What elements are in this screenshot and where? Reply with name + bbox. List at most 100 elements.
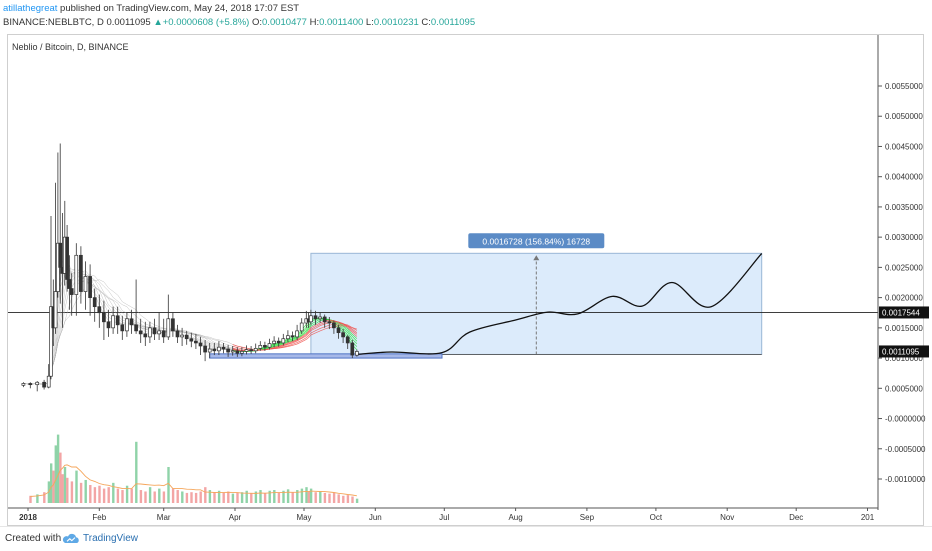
volume-bar (171, 488, 175, 503)
y-tick-label: -0.0010000 (885, 475, 926, 484)
volume-bar (79, 482, 83, 503)
candle-body (286, 335, 290, 340)
volume-bar (250, 492, 253, 503)
support-zone (209, 353, 443, 359)
candle-body (42, 381, 46, 388)
ma-line-gray (23, 268, 252, 385)
x-tick-label: Feb (92, 513, 106, 522)
candle-body (230, 350, 235, 353)
x-tick-label: Apr (229, 513, 242, 522)
price-label-text: 0.0011095 (882, 347, 920, 356)
measure-label-text: 0.0016728 (156.84%) 16728 (482, 236, 590, 246)
open-label: O: (251, 17, 263, 28)
candles-layer (21, 143, 359, 392)
volume-bar (56, 434, 60, 503)
volume-bar (112, 482, 115, 503)
candle-body (129, 318, 134, 326)
volume-bar (167, 467, 170, 503)
low-value: 0.0010231 (373, 17, 419, 28)
y-tick-label: 0.0050000 (885, 112, 923, 121)
candle-body (295, 330, 299, 338)
projection-path (356, 253, 763, 356)
candle-body (290, 335, 295, 338)
author-link[interactable]: atillathegreat (3, 3, 58, 14)
y-tick-label: 0.0030000 (885, 233, 923, 242)
volume-bar (319, 491, 322, 503)
volume-bar (259, 490, 262, 503)
volume-bar (185, 492, 189, 503)
volume-bar (66, 477, 69, 503)
candle-body (102, 312, 106, 323)
x-tick-label: Mar (157, 513, 171, 522)
ohlc-line: BINANCE:NEBLBTC, D 0.0011095 ▲+0.0000608… (3, 17, 475, 28)
candle-body (21, 383, 26, 386)
volume-bar (50, 463, 53, 503)
candle-body (235, 350, 240, 354)
volume-bar (199, 491, 202, 503)
candle-body (115, 315, 120, 326)
volume-bar (130, 488, 133, 503)
publish-line: atillathegreat published on TradingView.… (3, 3, 299, 14)
candle-body (88, 276, 92, 298)
volume-bar (217, 490, 221, 503)
volume-bar (245, 490, 248, 503)
candle-body (125, 318, 129, 332)
candle-body (67, 279, 72, 289)
y-tick-label: 0.0020000 (885, 294, 923, 303)
tradingview-brand[interactable]: TradingView (83, 533, 139, 544)
volume-bar (346, 495, 350, 503)
ma-line-gray (23, 279, 252, 385)
ma-line-gray (23, 269, 252, 385)
candle-body (92, 297, 97, 308)
volume-bar (116, 488, 120, 503)
volume-bar (291, 492, 294, 503)
volume-bar (125, 485, 129, 503)
volume-bar (314, 492, 317, 503)
open-value: 0.0010477 (262, 17, 307, 28)
y-tick-label: -0.0000000 (885, 415, 926, 424)
candle-body (83, 276, 88, 292)
high-value: 0.0011400 (319, 17, 364, 28)
close-value: 0.0011095 (106, 17, 151, 28)
candle-body (35, 381, 40, 386)
y-tick-label: 0.0055000 (885, 82, 923, 91)
volume-bar (351, 496, 354, 503)
volume-bar (59, 452, 62, 503)
y-tick-label: 0.0045000 (885, 142, 923, 151)
candle-body (345, 336, 350, 344)
candle-body (249, 349, 253, 352)
y-tick-label: -0.0005000 (885, 445, 926, 454)
candle-body (161, 330, 166, 338)
y-tick-label: 0.0010000 (885, 354, 923, 363)
candle-body (226, 348, 230, 353)
candle-body (143, 333, 148, 338)
volume-bar (332, 492, 336, 503)
candle-body (152, 327, 157, 335)
volume-bar (139, 490, 143, 503)
candle-body (175, 330, 180, 338)
candle-body (322, 316, 327, 323)
measure-label: 0.0016728 (156.84%) 16728 (468, 233, 605, 249)
candle-body (276, 340, 281, 344)
candle-body (171, 318, 175, 332)
ma-line-gray (23, 267, 252, 385)
candle-body (49, 306, 53, 377)
price-label-text: 0.0017544 (882, 308, 920, 317)
volume-bar (36, 494, 39, 503)
candle-body (267, 343, 272, 348)
candle-body (198, 342, 203, 347)
volume-bar (263, 492, 267, 503)
candle-body (253, 348, 258, 352)
candle-body (350, 342, 355, 356)
candle-body (341, 332, 345, 338)
candle-body (157, 330, 161, 335)
candle-body (111, 315, 115, 329)
candle-body (46, 375, 51, 388)
ma-line-gray (23, 264, 252, 385)
candle-body (134, 324, 138, 332)
volume-bar (93, 487, 97, 503)
candle-body (318, 316, 322, 320)
volume-bar (194, 492, 198, 503)
price-label-bg (879, 345, 929, 358)
